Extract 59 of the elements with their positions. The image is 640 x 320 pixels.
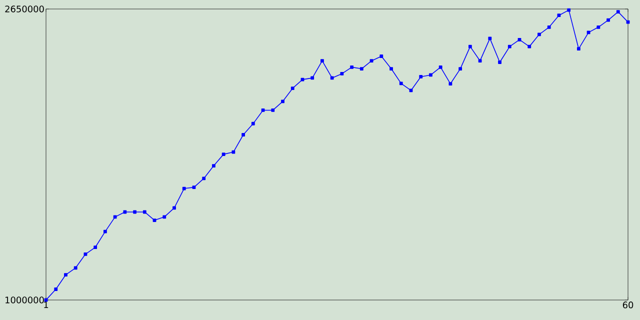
point [567, 8, 571, 12]
point [390, 67, 393, 70]
point [330, 76, 334, 80]
point [172, 206, 176, 210]
point [370, 59, 374, 63]
point [478, 59, 482, 63]
point [350, 66, 354, 69]
point [212, 164, 216, 168]
point [232, 150, 236, 154]
point [242, 133, 245, 136]
point [488, 36, 492, 40]
point [498, 60, 502, 64]
point [54, 288, 58, 291]
point [251, 122, 255, 126]
point [438, 66, 442, 69]
point [518, 38, 522, 42]
point [133, 210, 136, 214]
x-tick-label: 60 [622, 302, 634, 308]
point [508, 44, 512, 48]
point [290, 86, 294, 90]
point [152, 218, 156, 222]
point [162, 215, 166, 219]
point [468, 44, 472, 48]
point [113, 215, 117, 219]
point [310, 76, 314, 80]
point [320, 59, 324, 63]
x-tick-label: 1 [44, 302, 48, 308]
point [261, 108, 265, 112]
point [84, 252, 88, 256]
point [103, 230, 107, 234]
point [340, 72, 344, 76]
point [222, 152, 226, 156]
point [271, 108, 275, 112]
point [606, 18, 610, 22]
point [458, 67, 462, 70]
point [419, 75, 423, 78]
point [616, 10, 620, 14]
point [123, 210, 127, 214]
point [192, 186, 196, 189]
point [74, 266, 78, 270]
point [94, 246, 98, 249]
point [528, 44, 532, 48]
point [360, 67, 364, 70]
point [538, 32, 541, 36]
point [202, 176, 206, 180]
point [557, 14, 561, 18]
point [64, 273, 68, 276]
point [142, 210, 146, 214]
y-tick-label: 1000000 [6, 296, 44, 304]
point [182, 186, 186, 190]
point [399, 82, 403, 86]
point [380, 54, 384, 58]
point [448, 82, 452, 86]
point [281, 100, 284, 104]
point [547, 25, 551, 29]
point [429, 73, 432, 77]
y-tick-label: 2650000 [5, 6, 44, 12]
point [576, 47, 580, 51]
point [596, 25, 600, 29]
